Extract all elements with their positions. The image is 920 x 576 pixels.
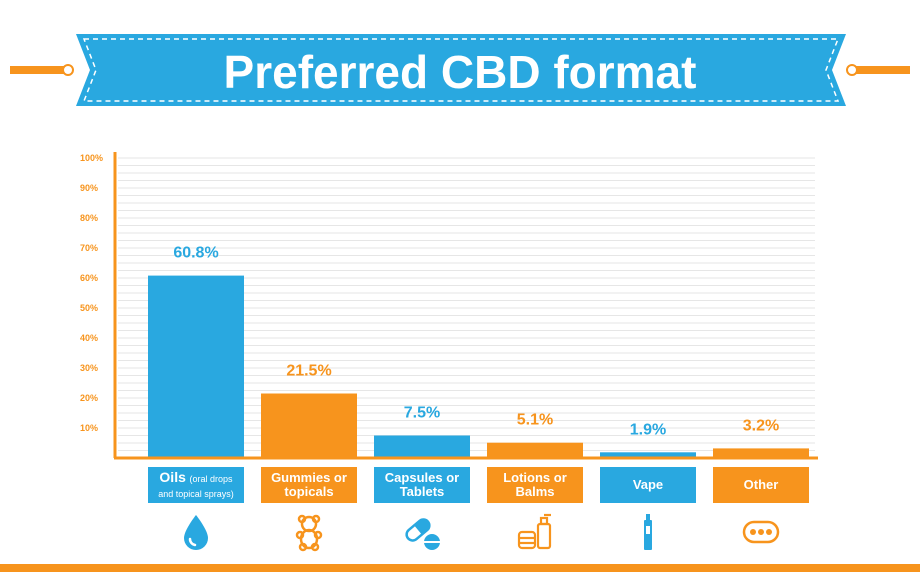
blank-area: [832, 488, 902, 560]
category-label-oils: Oils (oral drops and topical sprays): [148, 467, 244, 503]
category-main: Lotions or: [503, 470, 567, 485]
value-label: 60.8%: [173, 245, 218, 262]
y-tick-label: 90%: [80, 183, 98, 193]
page-title: Preferred CBD format: [224, 46, 697, 98]
category-small: (oral drops: [189, 473, 233, 484]
gummy-bear-icon: [295, 514, 323, 552]
category-line2: topicals: [284, 484, 334, 499]
category-label-lotions: Lotions or Balms: [487, 467, 583, 503]
bar: [148, 275, 244, 458]
bar: [261, 393, 357, 458]
title-banner: Preferred CBD format: [10, 34, 910, 106]
value-label: 5.1%: [517, 412, 553, 429]
value-label: 7.5%: [404, 405, 440, 422]
category-line2: Balms: [515, 484, 555, 499]
y-tick-label: 30%: [80, 363, 98, 373]
value-labels: 60.8% 21.5% 7.5% 5.1% 1.9% 3.2%: [173, 245, 779, 439]
y-tick-label: 40%: [80, 333, 98, 343]
category-label-vape: Vape: [600, 467, 696, 503]
category-label-capsules: Capsules or Tablets: [374, 467, 470, 503]
y-tick-label: 20%: [80, 393, 98, 403]
bar: [487, 442, 583, 458]
y-tick-label: 100%: [80, 153, 103, 163]
y-tick-label: 60%: [80, 273, 98, 283]
value-label: 3.2%: [743, 417, 779, 434]
bar: [374, 435, 470, 458]
y-tick-label: 50%: [80, 303, 98, 313]
y-tick-label: 80%: [80, 213, 98, 223]
value-label: 1.9%: [630, 421, 666, 438]
category-line2: and topical sprays): [158, 488, 234, 499]
footer-bar: [0, 564, 920, 572]
lotion-jar-icon: [517, 513, 552, 550]
y-tick-label: 10%: [80, 423, 98, 433]
bar: [600, 452, 696, 458]
category-line2: Tablets: [399, 484, 445, 499]
category-main: Oils: [159, 468, 186, 485]
value-label: 21.5%: [286, 363, 331, 380]
category-label-other: Other: [713, 467, 809, 503]
category-main: Gummies or: [271, 470, 347, 485]
category-main: Vape: [632, 477, 664, 492]
y-tick-label: 70%: [80, 243, 98, 253]
bars: [148, 275, 809, 458]
bar: [713, 448, 809, 458]
category-label-gummies: Gummies or topicals: [261, 467, 357, 503]
category-main: Other: [743, 477, 779, 492]
drop-icon: [184, 515, 208, 550]
y-axis-ticks: 100% 90% 80% 70% 60% 50% 40% 30% 20% 10%: [80, 153, 103, 433]
more-dots-icon: [742, 520, 780, 544]
bar-chart: 100% 90% 80% 70% 60% 50% 40% 30% 20% 10% 60.8% 21.…: [80, 152, 818, 460]
category-main: Capsules or: [384, 470, 460, 485]
pill-icon: [405, 518, 440, 550]
vape-pen-icon: [644, 514, 652, 550]
